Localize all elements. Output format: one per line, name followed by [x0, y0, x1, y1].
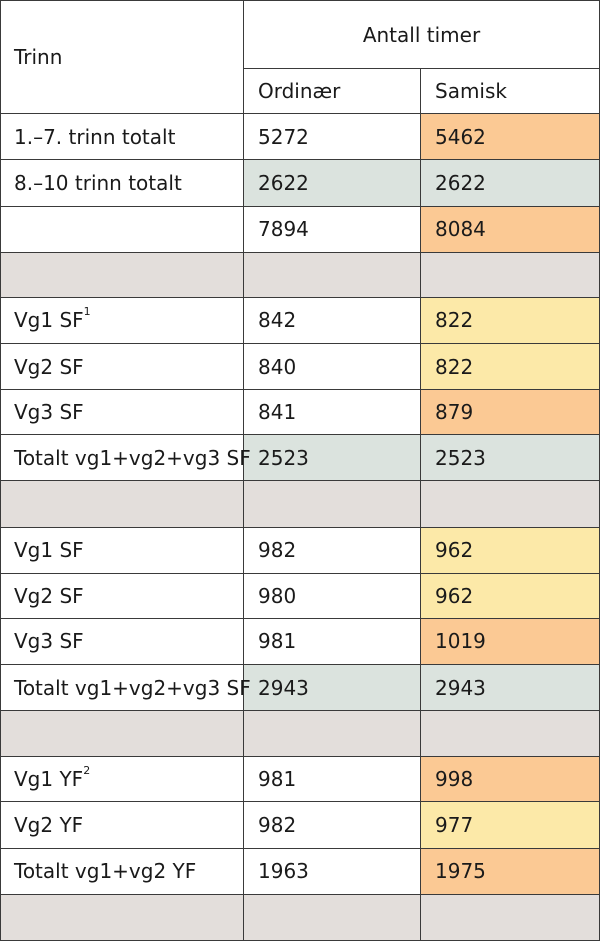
- header-ordinaer: Ordinær: [243, 68, 421, 115]
- table-row: Vg2 SF 980 962: [0, 572, 600, 619]
- cell-ordinaer: 841: [243, 389, 421, 436]
- table-row: Totalt vg1+vg2 YF 1963 1975: [0, 847, 600, 895]
- row-label: Vg2 YF: [0, 801, 244, 849]
- cell-ordinaer: 980: [243, 572, 421, 619]
- row-label-text: Totalt vg1+vg2+vg3 SF: [14, 445, 251, 470]
- cell-samisk: 5462: [420, 113, 600, 161]
- row-label: [0, 480, 244, 528]
- cell-samisk: 822: [420, 296, 600, 345]
- spacer-row: [0, 251, 600, 298]
- cell-ordinaer: 840: [243, 343, 421, 391]
- cell-samisk: [420, 893, 600, 942]
- cell-samisk: 977: [420, 801, 600, 849]
- table-row: Vg3 SF 981 1019: [0, 617, 600, 666]
- row-label: 8.–10 trinn totalt: [0, 159, 244, 207]
- cell-ordinaer: 981: [243, 756, 421, 803]
- spacer-row: [0, 893, 600, 942]
- cell-ordinaer: [243, 251, 421, 298]
- table-row: 7894 8084: [0, 205, 600, 253]
- row-label: Totalt vg1+vg2+vg3 SF: [0, 434, 251, 482]
- row-label: Vg2 SF: [0, 343, 244, 391]
- cell-ordinaer: 842: [243, 296, 421, 345]
- row-label: [0, 205, 244, 253]
- cell-ordinaer: 2622: [243, 159, 421, 207]
- cell-ordinaer: 982: [243, 526, 421, 574]
- header-samisk: Samisk: [420, 68, 600, 115]
- cell-samisk: 2943: [420, 664, 600, 712]
- cell-samisk: 1975: [420, 847, 600, 895]
- footnote-marker: 1: [83, 305, 91, 319]
- cell-ordinaer: 1963: [243, 847, 421, 895]
- cell-ordinaer: 2943: [243, 664, 421, 712]
- cell-ordinaer: 981: [243, 617, 421, 666]
- cell-ordinaer: [243, 893, 421, 942]
- cell-ordinaer: 5272: [243, 113, 421, 161]
- row-label: Vg1 SF1: [0, 296, 244, 345]
- cell-samisk: 2523: [420, 434, 600, 482]
- row-label: 1.–7. trinn totalt: [0, 113, 244, 161]
- table-row: Vg1 SF1 842 822: [0, 296, 600, 345]
- cell-samisk: 998: [420, 756, 600, 803]
- table-row: 1.–7. trinn totalt 5272 5462: [0, 113, 600, 161]
- cell-ordinaer: 982: [243, 801, 421, 849]
- cell-ordinaer: [243, 480, 421, 528]
- cell-ordinaer: 7894: [243, 205, 421, 253]
- row-label-text: Totalt vg1+vg2+vg3 SF: [14, 675, 251, 700]
- header-trinn: Trinn: [0, 0, 244, 115]
- cell-ordinaer: 2523: [243, 434, 421, 482]
- row-label: Vg1 YF2: [0, 756, 244, 803]
- row-label: Vg3 SF: [0, 617, 244, 666]
- cell-samisk: [420, 710, 600, 758]
- cell-samisk: 1019: [420, 617, 600, 666]
- row-label: Vg1 SF: [0, 526, 244, 574]
- table-row: Vg1 YF2 981 998: [0, 756, 600, 803]
- row-label: [0, 251, 244, 298]
- table-row: Totalt vg1+vg2+vg3 SF 2943 2943: [0, 664, 600, 712]
- row-label-text: Vg1 SF: [14, 308, 84, 333]
- row-label-text: Vg1 YF: [14, 767, 84, 792]
- row-label: Vg2 SF: [0, 572, 244, 619]
- header-row-1: Trinn Antall timer: [0, 0, 600, 115]
- row-label: Totalt vg1+vg2 YF: [0, 847, 244, 895]
- table-row: Vg2 SF 840 822: [0, 343, 600, 391]
- header-row-2: Ordinær Samisk: [1, 68, 600, 115]
- table-row: Vg3 SF 841 879: [0, 389, 600, 436]
- cell-samisk: [420, 480, 600, 528]
- table-row: Vg2 YF 982 977: [0, 801, 600, 849]
- spacer-row: [0, 480, 600, 528]
- table-row: Totalt vg1+vg2+vg3 SF 2523 2523: [0, 434, 600, 482]
- footnote-marker: 2: [83, 764, 91, 778]
- table-row: Vg1 SF 982 962: [0, 526, 600, 574]
- cell-samisk: [420, 251, 600, 298]
- spacer-row: [0, 710, 600, 758]
- cell-samisk: 879: [420, 389, 600, 436]
- cell-samisk: 822: [420, 343, 600, 391]
- cell-samisk: 2622: [420, 159, 600, 207]
- row-label: Vg3 SF: [0, 389, 244, 436]
- cell-samisk: 962: [420, 572, 600, 619]
- row-label: [0, 893, 244, 942]
- cell-ordinaer: [243, 710, 421, 758]
- cell-samisk: 8084: [420, 205, 600, 253]
- cell-samisk: 962: [420, 526, 600, 574]
- row-label: Totalt vg1+vg2+vg3 SF: [0, 664, 251, 712]
- table-row: 8.–10 trinn totalt 2622 2622: [0, 159, 600, 207]
- header-antall-timer: Antall timer: [243, 0, 600, 70]
- row-label: [0, 710, 244, 758]
